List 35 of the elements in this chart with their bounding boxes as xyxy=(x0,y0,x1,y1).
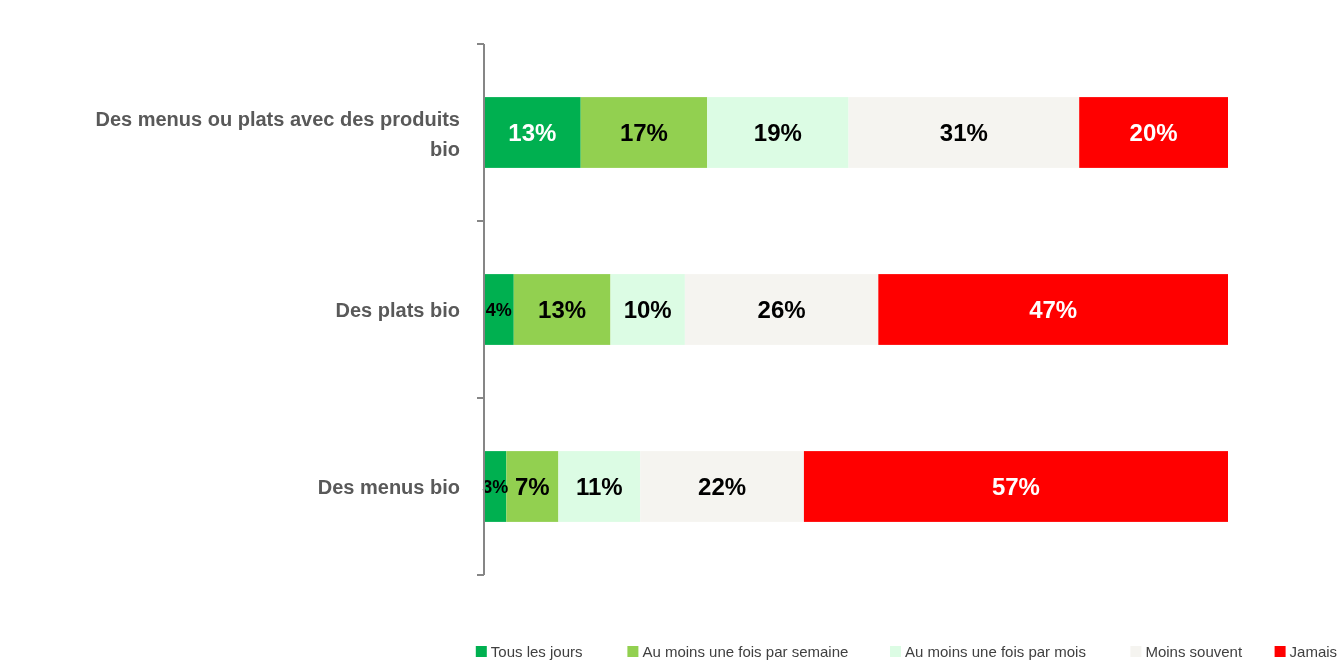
bar xyxy=(803,451,1228,522)
bar xyxy=(1079,97,1228,168)
data-label: 22% xyxy=(698,472,747,500)
data-label: 4% xyxy=(485,299,512,320)
bar xyxy=(484,97,581,168)
bar xyxy=(848,97,1080,168)
bar xyxy=(558,451,641,522)
data-label: 17% xyxy=(619,118,668,146)
data-label: 13% xyxy=(538,295,587,323)
legend-label: Jamais xyxy=(1289,643,1338,661)
bar xyxy=(878,274,1228,345)
y-tick-label: Des plats bio xyxy=(335,298,460,321)
bar xyxy=(640,451,804,522)
legend-label: Au moins une fois par semaine xyxy=(642,643,849,661)
bar xyxy=(707,97,849,168)
bar xyxy=(684,274,879,345)
bar xyxy=(506,451,559,522)
y-tick-label: Des menus bio xyxy=(317,475,460,498)
data-label: 11% xyxy=(575,472,623,500)
data-label: 26% xyxy=(757,295,806,323)
data-label: 10% xyxy=(623,295,672,323)
data-label: 13% xyxy=(508,118,557,146)
data-label: 57% xyxy=(991,472,1040,500)
bar xyxy=(580,97,708,168)
y-tick-label: Des menus ou plats avec des produits bio xyxy=(95,107,460,160)
data-label: 20% xyxy=(1129,118,1178,146)
legend-label: Moins souvent xyxy=(1145,643,1243,661)
legend-label: Tous les jours xyxy=(490,643,583,661)
data-label: 47% xyxy=(1029,295,1078,323)
bar xyxy=(610,274,685,345)
legend-label: Au moins une fois par mois xyxy=(905,643,1086,661)
data-label: 7% xyxy=(515,472,550,500)
data-label: 31% xyxy=(939,118,988,146)
bar xyxy=(513,274,611,345)
data-label: 19% xyxy=(753,118,802,146)
